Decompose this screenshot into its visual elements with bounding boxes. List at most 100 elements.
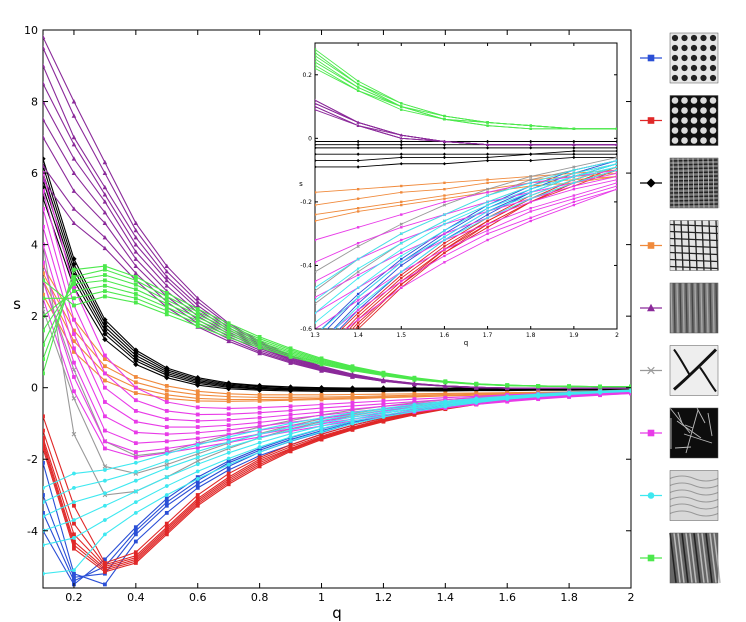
legend [640, 32, 721, 584]
inset-plot-series-6-curve-6-point-1 [356, 308, 360, 312]
main-plot-series-5-curve-2-point-2 [102, 464, 108, 469]
main-plot-series-7-curve-1-point-6 [226, 440, 231, 444]
main-plot-series-6-curve-3-point-2 [102, 400, 107, 404]
main-plot-series-7-curve-5-point-11 [381, 415, 386, 419]
inset-plot-series-2-curve-0-point-5 [529, 139, 533, 144]
main-plot-series-8-curve-6-point-14 [474, 382, 479, 387]
main-plot-series-1-curve-5-point-2 [102, 570, 107, 574]
main-plot-series-1-curve-5-point-3 [133, 561, 138, 565]
main-plot-series-2-curve-5-point-2 [102, 336, 108, 343]
inset-plot-series-2-curve-5-point-5 [529, 158, 533, 163]
inset-plot-series-8-curve-5-point-2 [400, 105, 403, 108]
inset-plot-series-7-curve-4-point-7 [615, 165, 617, 169]
inset-plot-series-1-curve-3-point-1 [356, 321, 360, 324]
main-plot-series-7-curve-0-point-9 [319, 415, 324, 420]
inset-plot-series-8-curve-6-point-3 [443, 118, 446, 121]
inset-plot-series-2-curve-4-point-7 [615, 152, 617, 156]
inset-plot-series-1-curve-4-point-1 [356, 324, 360, 328]
main-plot-series-6-curve-5-point-0 [43, 260, 45, 265]
inset-plot-series-1-curve-5-point-3 [443, 251, 446, 254]
main-plot-series-7-curve-1-point-2 [102, 478, 107, 483]
main-plot-y-tick-label-5: 6 [31, 167, 38, 180]
inset-plot-series-2-curve-3 [315, 150, 617, 155]
legend-marker-2 [646, 178, 656, 188]
main-plot-series-6-curve-3-point-0 [43, 224, 45, 229]
main-plot-series-4-curve-8-point-6 [226, 338, 231, 344]
main-plot-series-8-curve-2-point-6 [226, 326, 231, 331]
main-plot-series-6-curve-2-point-4 [164, 417, 169, 422]
main-plot-series-4-curve-8-point-14 [473, 385, 479, 390]
inset-plot-series-2-curve-0-point-7 [615, 139, 617, 144]
inset-plot-x-tick-label-6: 1.9 [569, 332, 579, 339]
main-plot-series-0-curve-3-point-2 [102, 557, 107, 562]
inset-plot-series-7-curve-4-point-2 [400, 261, 403, 264]
inset-plot-series-3-curve-2-point-2 [400, 200, 403, 204]
main-plot-series-group [43, 34, 631, 587]
main-plot-series-6-curve-5-point-2 [102, 428, 107, 433]
main-plot-series-3-curve-3-point-5 [195, 399, 200, 403]
main-plot-series-7-curve-1-point-5 [195, 449, 200, 454]
main-plot-series-4-curve-8-point-10 [350, 374, 355, 379]
legend-marker-8 [647, 554, 655, 562]
main-plot-series-7-curve-2-point-2 [102, 491, 107, 496]
main-plot-series-6-curve-4-point-2 [102, 414, 107, 419]
main-plot-series-8-curve-1-point-2 [102, 267, 107, 272]
main-plot-y-axis-label: s [13, 295, 21, 313]
inset-plot-series-6-curve-5-point-3 [443, 248, 446, 251]
main-plot-series-0-curve-2-point-4 [164, 500, 169, 505]
inset-plot-series-6-curve-5-point-0 [315, 327, 317, 329]
main-plot-series-4-curve-8-point-7 [257, 350, 262, 356]
inset-plot-series-6-curve-4 [315, 182, 617, 314]
main-plot-series-7-curve-4-point-5 [195, 469, 200, 474]
main-plot-series-3-curve-2-point-5 [195, 396, 200, 401]
main-plot-series-4-curve-7-point-1 [71, 206, 77, 211]
inset-plot-series-7-curve-3-point-3 [443, 229, 446, 232]
inset-plot-series-6-curve-6-point-4 [486, 232, 489, 235]
inset-plot-series-8-curve-0-point-0 [315, 48, 317, 51]
main-plot-series-3-curve-3-point-1 [72, 350, 76, 354]
main-plot-series-6-curve-1-point-4 [164, 409, 169, 413]
inset-plot-series-6-curve-7-point-2 [400, 286, 403, 289]
inset-plot-series-2-curve-4-point-6 [572, 152, 576, 156]
inset-plot-series-6-curve-0 [315, 169, 617, 241]
inset-plot-series-7-curve-5-point-1 [356, 305, 360, 308]
main-plot-series-7-curve-4-point-7 [257, 445, 262, 449]
main-plot-x-tick-label-9: 2 [628, 591, 635, 604]
inset-plot-series-7-curve-1-point-1 [356, 267, 360, 270]
main-plot-series-3-curve-1-point-7 [257, 395, 262, 400]
inset-plot-series-6-curve-1-point-2 [400, 226, 403, 229]
main-plot-series-7-curve-0-point-8 [288, 421, 293, 426]
main-plot-series-3-curve-0-point-3 [133, 375, 138, 379]
main-plot-series-4-curve-3-point-3 [133, 242, 139, 247]
main-plot-series-0-curve-0-point-0 [43, 460, 45, 465]
legend-marker-6 [647, 429, 655, 437]
main-plot-series-7-curve-1-point-8 [288, 425, 293, 429]
main-plot-series-4-curve-8-point-11 [381, 378, 386, 384]
main-plot-series-7-curve-5-point-10 [350, 421, 355, 426]
main-plot-series-4-curve-6-point-1 [71, 188, 77, 193]
inset-plot-series-7-curve-1-point-3 [443, 219, 446, 223]
main-plot-series-0-curve-2-point-3 [133, 528, 138, 533]
main-plot-series-8-curve-0-point-5 [195, 307, 200, 311]
inset-plot-series-7-curve-1-point-6 [572, 172, 576, 175]
main-plot-series-5-curve-2-point-1 [71, 396, 77, 401]
main-plot-series-7-curve-0 [43, 389, 631, 489]
main-plot-series-3-curve-0-point-4 [164, 384, 169, 388]
main-plot-series-6-curve-1-point-10 [350, 404, 355, 408]
main-plot-series-2-curve-5-point-3 [133, 361, 139, 368]
main-plot-series-3-curve-1-point-3 [133, 380, 138, 385]
main-plot-series-8-curve-3-point-2 [102, 278, 107, 283]
main-plot-series-7-curve-0-point-3 [133, 460, 138, 465]
inset-plot-series-2-curve-2-point-3 [442, 146, 447, 150]
main-plot-series-1-curve-5-point-1 [72, 546, 76, 551]
main-plot-series-8-curve-3-point-4 [164, 301, 169, 306]
main-plot-series-6-curve-4-point-7 [257, 424, 262, 429]
main-plot-series-7-curve-2-point-7 [257, 436, 262, 441]
main-plot-series-8-curve-0-point-3 [133, 274, 138, 279]
inset-plot-series-5-curve-0-point-0 [315, 301, 317, 306]
main-plot-series-7-curve-2-point-5 [195, 455, 200, 460]
inset-plot-series-2-curve-3-point-1 [356, 152, 360, 156]
main-plot-y-tick-label-4: 4 [31, 239, 38, 252]
main-plot-series-8-curve-6-point-11 [381, 373, 386, 378]
main-plot-series-7-curve-4-point-8 [288, 435, 293, 439]
